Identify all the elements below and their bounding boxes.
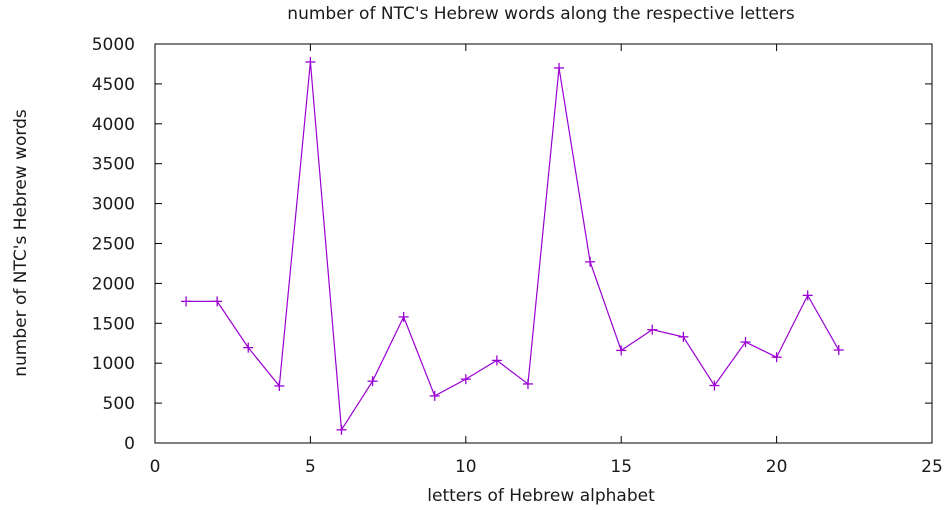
data-point bbox=[522, 378, 533, 389]
y-tick-label: 5000 bbox=[92, 35, 135, 55]
data-point bbox=[771, 352, 782, 363]
y-tick-label: 2000 bbox=[92, 274, 135, 294]
data-point bbox=[647, 324, 658, 335]
data-point bbox=[429, 390, 440, 401]
data-point bbox=[616, 345, 627, 356]
y-tick-label: 4000 bbox=[92, 115, 135, 135]
data-point bbox=[305, 56, 316, 67]
data-point bbox=[460, 374, 471, 385]
data-point bbox=[678, 331, 689, 342]
y-tick-label: 0 bbox=[124, 434, 135, 454]
data-point bbox=[274, 380, 285, 391]
y-tick-label: 3000 bbox=[92, 195, 135, 215]
data-point bbox=[554, 62, 565, 73]
y-tick-label: 4500 bbox=[92, 75, 135, 95]
plot-frame bbox=[154, 43, 933, 444]
data-point bbox=[709, 380, 720, 391]
data-point bbox=[243, 342, 254, 353]
y-tick-label: 2500 bbox=[92, 235, 135, 255]
x-tick-label: 20 bbox=[766, 457, 788, 477]
y-tick-labels: 0 500 1000 1500 2000 2500 3000 3500 4000 4500 5000 bbox=[92, 35, 135, 454]
data-point bbox=[740, 337, 751, 348]
x-tick-label: 15 bbox=[610, 457, 632, 477]
data-point bbox=[336, 424, 347, 435]
data-point bbox=[367, 376, 378, 387]
y-tick-label: 1500 bbox=[92, 314, 135, 334]
x-axis-label: letters of Hebrew alphabet bbox=[427, 486, 655, 506]
x-tick-label: 25 bbox=[921, 457, 943, 477]
y-tick-label: 3500 bbox=[92, 155, 135, 175]
data-point bbox=[491, 355, 502, 366]
y-tick-label: 500 bbox=[103, 394, 135, 414]
x-tick-label: 10 bbox=[455, 457, 477, 477]
x-tick-label: 0 bbox=[150, 457, 161, 477]
data-point bbox=[585, 256, 596, 267]
y-tick-label: 1000 bbox=[92, 354, 135, 374]
y-axis-label: number of NTC's Hebrew words bbox=[11, 109, 31, 377]
series-line bbox=[186, 61, 840, 432]
data-point bbox=[833, 345, 844, 356]
data-point bbox=[398, 311, 409, 322]
data-point bbox=[212, 296, 223, 307]
x-tick-labels: 0 5 10 15 20 25 bbox=[150, 457, 943, 477]
chart-title: number of NTC's Hebrew words along the r… bbox=[287, 4, 795, 24]
data-point bbox=[802, 290, 813, 301]
tick-marks bbox=[155, 44, 932, 443]
data-point bbox=[181, 296, 192, 307]
data-series bbox=[181, 56, 844, 435]
x-tick-label: 5 bbox=[305, 457, 316, 477]
